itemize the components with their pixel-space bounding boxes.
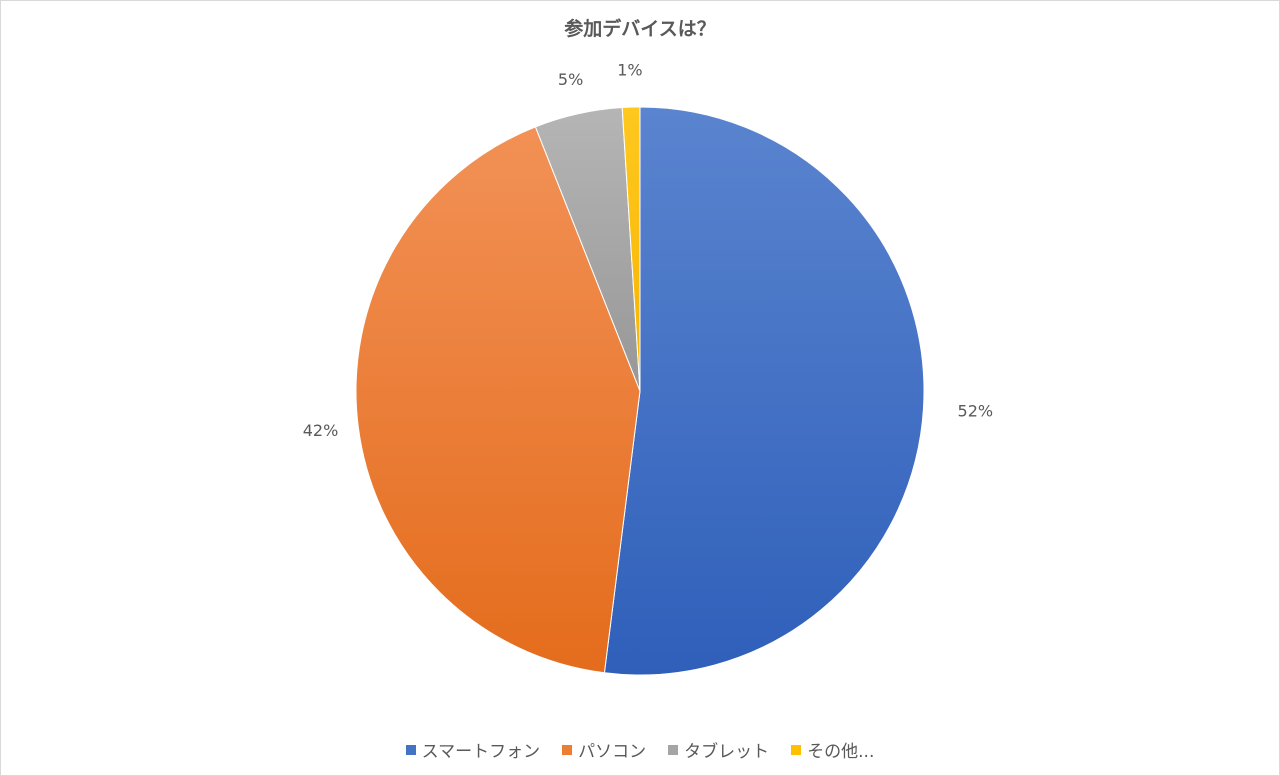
- legend-label: その他...: [807, 742, 875, 762]
- legend-item: タブレット: [668, 737, 769, 762]
- data-label: 1%: [617, 61, 642, 80]
- legend-label: タブレット: [684, 742, 770, 762]
- pie-slice: [355, 126, 641, 674]
- chart-title: 参加デバイスは？: [564, 18, 716, 40]
- data-label: 52%: [958, 402, 994, 421]
- legend-swatch: [562, 744, 573, 755]
- data-label: 5%: [558, 70, 583, 89]
- legend-swatch: [668, 744, 679, 755]
- legend-label: スマートフォン: [421, 742, 541, 762]
- legend-item: パソコン: [562, 737, 646, 762]
- data-label: 42%: [303, 421, 339, 440]
- pie-slice: [621, 106, 641, 392]
- legend-label: パソコン: [578, 742, 647, 762]
- pie-slice: [603, 106, 925, 676]
- legend-swatch: [405, 744, 416, 755]
- legend-item: スマートフォン: [405, 737, 541, 762]
- legend: スマートフォン パソコン タブレット その他...: [0, 737, 1280, 762]
- legend-swatch: [791, 744, 802, 755]
- legend-item: その他...: [791, 737, 874, 762]
